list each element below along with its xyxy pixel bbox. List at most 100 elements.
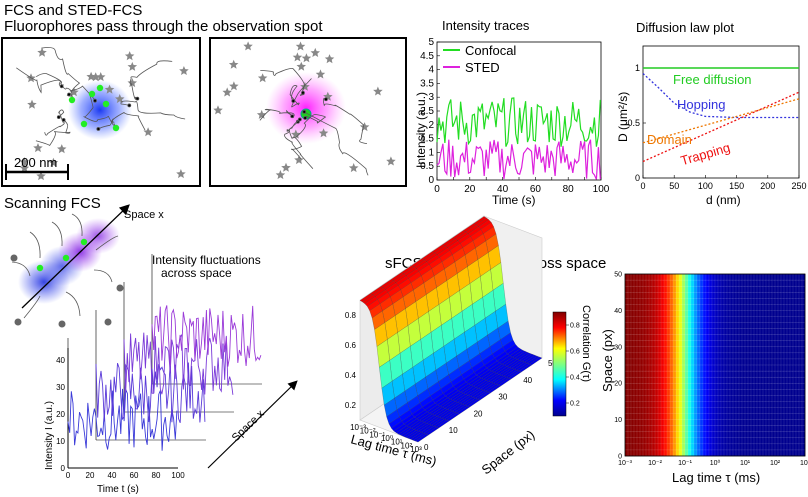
heatmap-cell (780, 279, 785, 287)
heatmap-cell (633, 425, 638, 433)
heatmap-cell (735, 383, 740, 390)
heatmap-cell (645, 328, 650, 336)
heatmap-cell (789, 376, 794, 384)
y-tick-label: 20 (56, 410, 65, 419)
heatmap-cell (768, 346, 773, 354)
intensity-traces-chart: Intensity traces 0 20 40 60 80 10000.511.522.… (414, 18, 610, 207)
heatmap-cell (738, 437, 743, 445)
heatmap-cell (726, 370, 731, 378)
star-marker (19, 157, 30, 167)
heatmap-cell (645, 376, 650, 384)
heatmap-cell (696, 407, 701, 414)
track-end (56, 115, 61, 120)
heatmap-cell (681, 370, 686, 378)
heatmap-cell (792, 285, 797, 293)
heatmap-cell (729, 328, 734, 336)
heatmap-cell (675, 328, 680, 336)
heatmap-xlabel: Lag time τ (ms) (672, 470, 760, 485)
heatmap-cell (732, 298, 737, 305)
heatmap-cell (678, 431, 683, 439)
heatmap-cell (684, 413, 689, 421)
heatmap-cell (651, 413, 656, 421)
heatmap-cell (693, 328, 698, 336)
heatmap-cell (744, 298, 749, 305)
heatmap-cell (705, 443, 710, 451)
heatmap-cell (684, 395, 689, 402)
heatmap-cell (648, 395, 653, 402)
heatmap-cell (624, 431, 629, 439)
y-tick-label: 3.5 (420, 78, 434, 89)
heatmap-cell (696, 285, 701, 293)
heatmap-cell (780, 364, 785, 372)
heatmap-cell (705, 340, 710, 348)
heatmap-cell (660, 449, 665, 457)
heatmap-cell (660, 285, 665, 293)
heatmap-cell (798, 389, 803, 396)
star-marker (104, 84, 115, 94)
heatmap-cell (789, 395, 794, 402)
heatmap-cell (666, 407, 671, 414)
heatmap-cell (690, 334, 695, 342)
heatmap-cell (681, 340, 686, 348)
heatmap-cell (675, 413, 680, 421)
heatmap-cell (660, 376, 665, 384)
heatmap-cell (675, 304, 680, 311)
heatmap-cell (744, 352, 749, 360)
heatmap-cell (726, 358, 731, 366)
heatmap-cell (762, 340, 767, 348)
heatmap-cell (657, 292, 662, 299)
heatmap-cell (624, 316, 629, 323)
heatmap-cell (633, 334, 638, 342)
heatmap-cell (669, 273, 674, 281)
heatmap-cell (642, 322, 647, 330)
heatmap-cell (735, 407, 740, 414)
heatmap-cell (771, 334, 776, 342)
sted-trace (436, 139, 601, 180)
fluorophore-dot (62, 254, 70, 262)
y-tick-label: 50 (614, 272, 622, 279)
heatmap-cell (675, 358, 680, 366)
heatmap-cell (663, 310, 668, 317)
heatmap-cell (780, 407, 785, 414)
heatmap-cell (681, 334, 686, 342)
heatmap-cell (753, 328, 758, 336)
heatmap-cell (744, 443, 749, 451)
heatmap-cell (711, 449, 716, 457)
heatmap-cell (792, 310, 797, 317)
heatmap-cell (666, 328, 671, 336)
heatmap-cell (738, 310, 743, 317)
heatmap-cell (738, 292, 743, 299)
heatmap-cell (726, 322, 731, 330)
heatmap-cell (750, 407, 755, 414)
heatmap-cell (654, 364, 659, 372)
heatmap-cell (780, 449, 785, 457)
fluorophore-dot (80, 238, 88, 246)
heatmap-cell (675, 298, 680, 305)
heatmap-cell (795, 395, 800, 402)
heatmap-cell (717, 370, 722, 378)
heatmap-cell (690, 431, 695, 439)
heatmap-cell (675, 401, 680, 408)
heatmap-cell (693, 425, 698, 433)
heatmap-cell (651, 425, 656, 433)
heatmap-cell (789, 316, 794, 323)
heatmap-cell (684, 364, 689, 372)
heatmap-cell (702, 340, 707, 348)
heatmap-cell (636, 425, 641, 433)
heatmap-cell (648, 431, 653, 439)
heatmap-cell (636, 413, 641, 421)
heatmap-cell (684, 389, 689, 396)
heatmap-cell (657, 298, 662, 305)
heatmap-cell (714, 316, 719, 323)
heatmap-cell (777, 419, 782, 427)
heatmap-cell (735, 273, 740, 281)
heatmap-cell (753, 389, 758, 396)
heatmap-cell (723, 273, 728, 281)
fluorophore-dot (116, 284, 124, 292)
heatmap-cell (720, 443, 725, 451)
heatmap-cell (792, 401, 797, 408)
heatmap-cell (687, 273, 692, 281)
heatmap-cell (738, 389, 743, 396)
heatmap-cell (759, 358, 764, 366)
